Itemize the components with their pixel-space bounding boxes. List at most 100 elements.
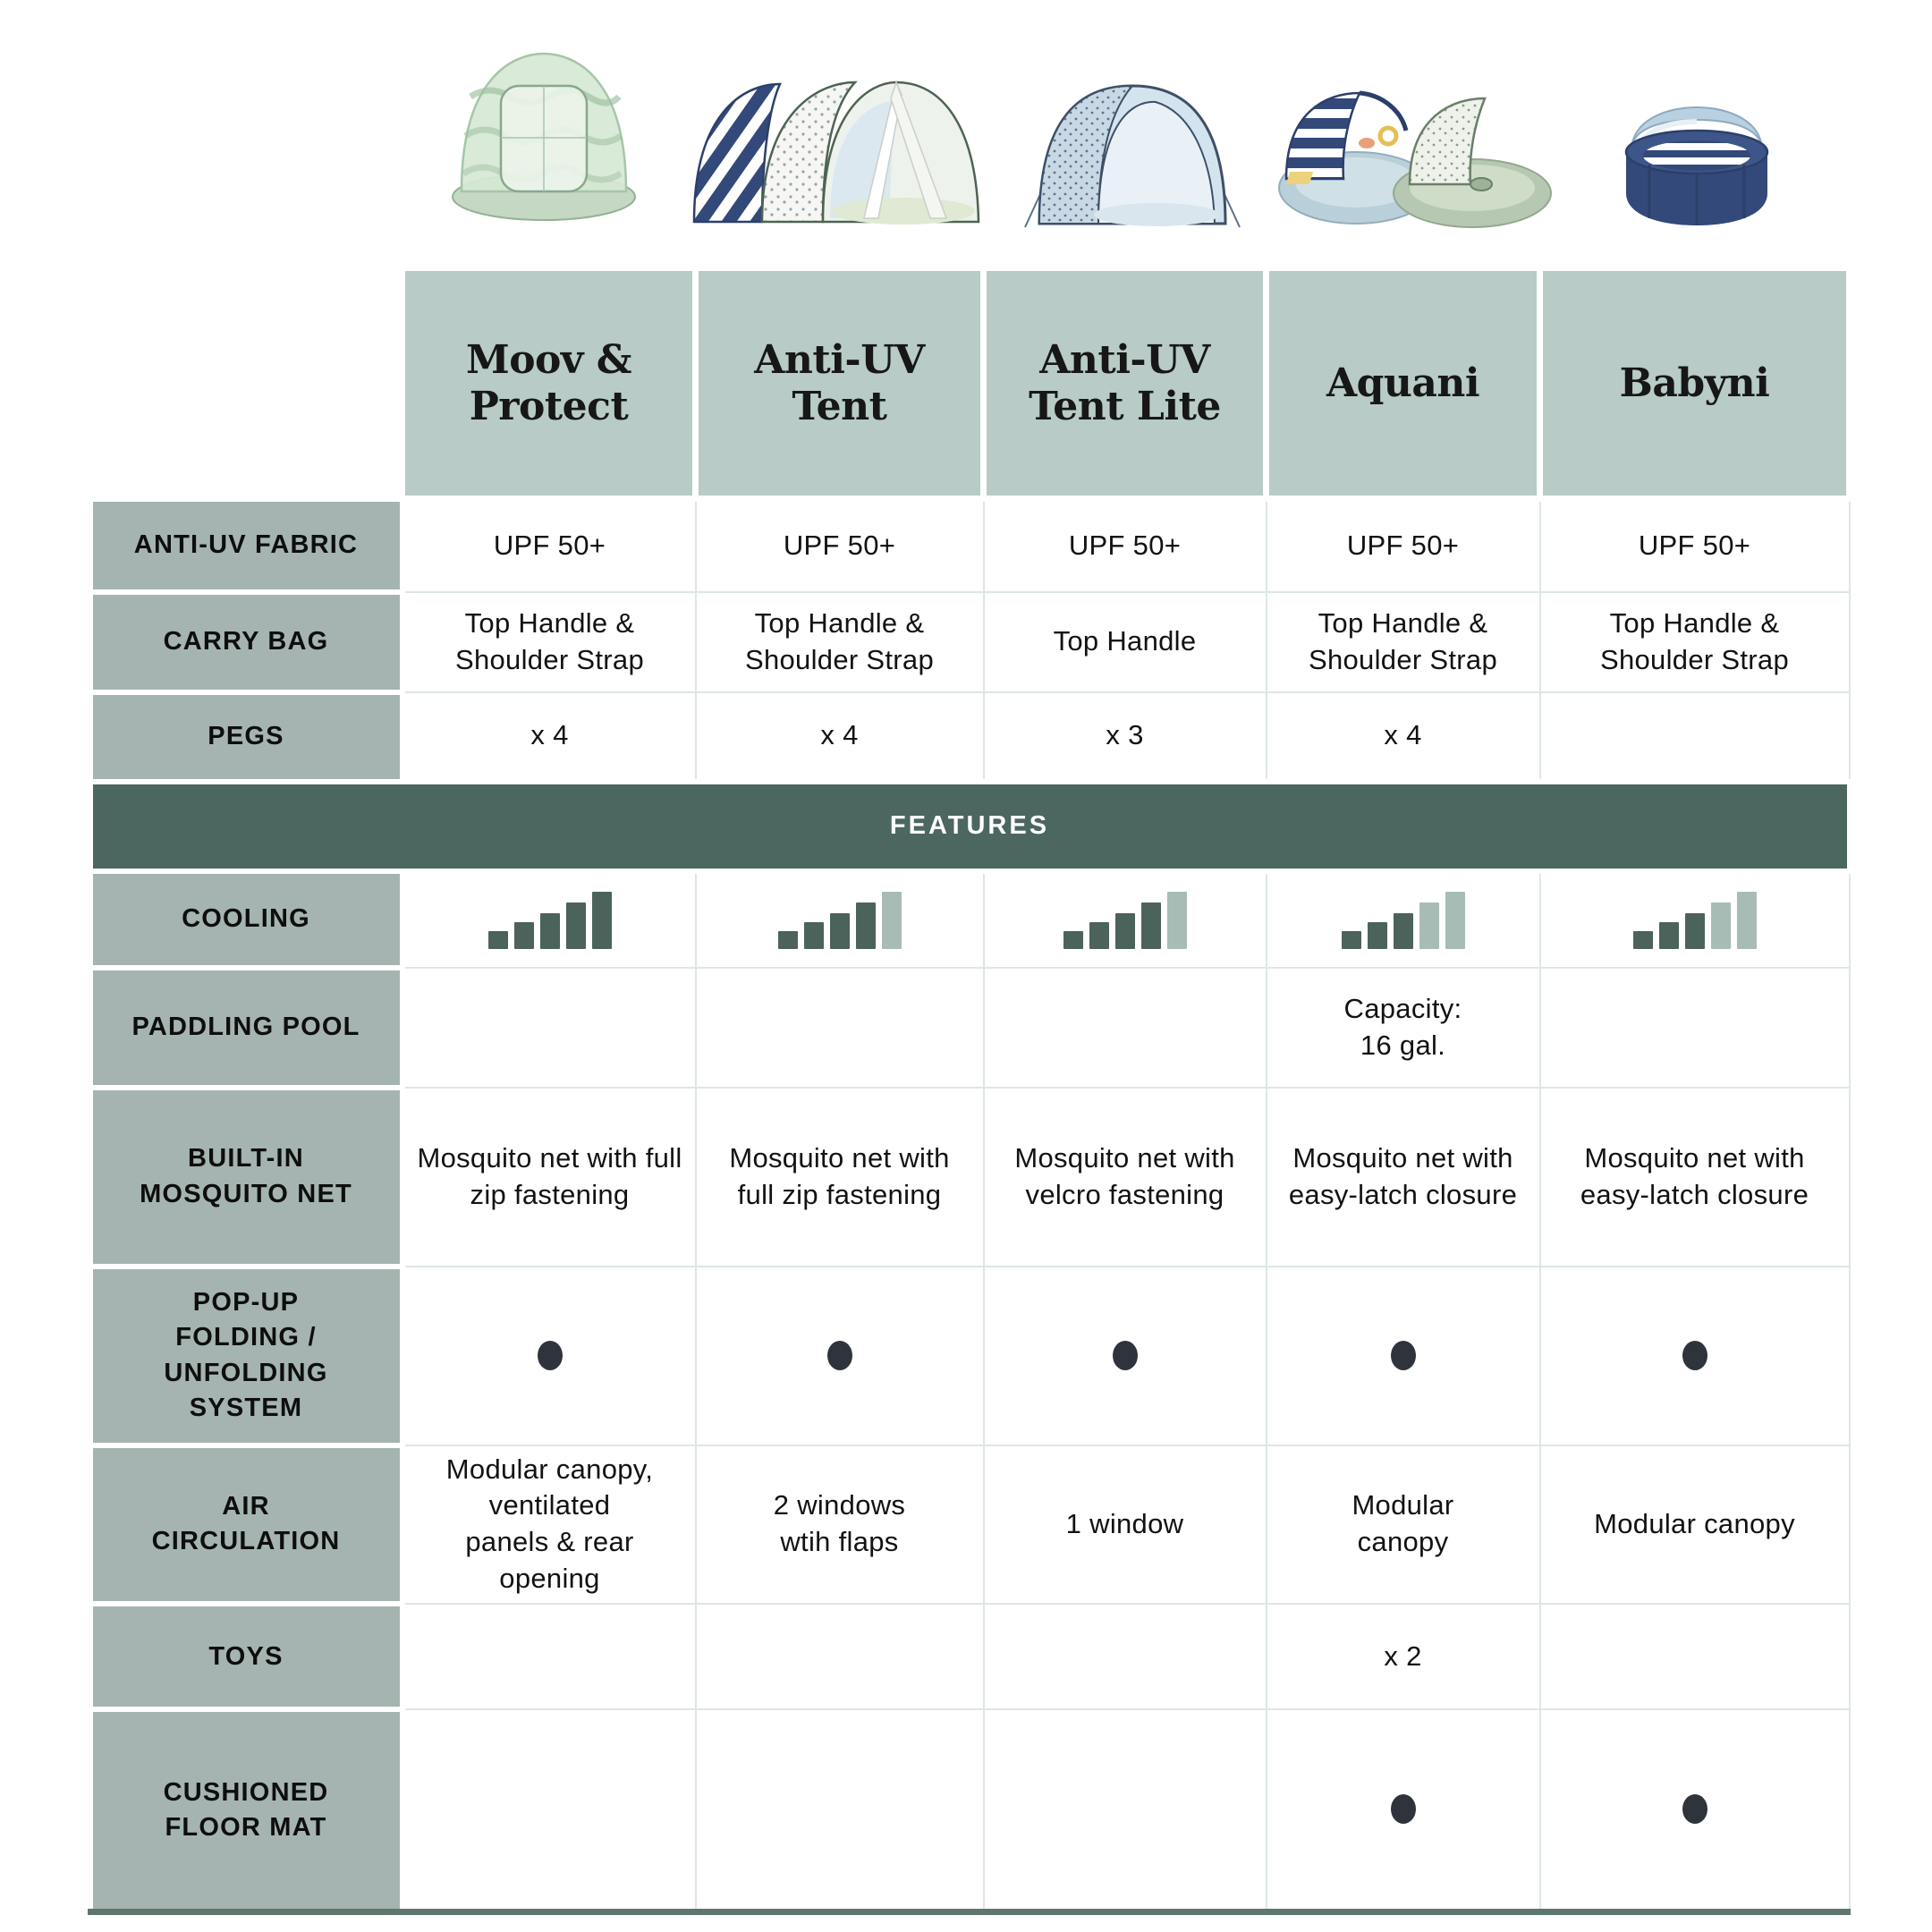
row-popup-system: POP-UP FOLDING / UNFOLDING SYSTEM bbox=[87, 1263, 1851, 1448]
blue-arch-tent-photo bbox=[1024, 84, 1241, 228]
cell-pegs: x 3 bbox=[982, 691, 1267, 783]
cell-air-circulation: Modular canopy bbox=[1538, 1444, 1851, 1606]
comparison-table: Moov & Protect Anti-UV Tent Anti-UV Tent… bbox=[87, 265, 1852, 1915]
feature-dot bbox=[708, 1793, 972, 1826]
tent-with-paddling-pool-photo bbox=[1278, 90, 1552, 228]
row-anti-uv-fabric: ANTI-UV FABRIC UPF 50+ UPF 50+ UPF 50+ U… bbox=[87, 496, 1851, 595]
product-name-babyni: Babyni bbox=[1537, 265, 1852, 502]
cell-toys bbox=[401, 1603, 697, 1711]
corner-cell bbox=[87, 265, 405, 502]
features-section-header: FEATURES bbox=[87, 778, 1852, 874]
product-name-anti-uv-tent-lite: Anti-UV Tent Lite bbox=[980, 265, 1269, 502]
cell-pegs: x 4 bbox=[694, 691, 985, 783]
cell-air-circulation: 1 window bbox=[982, 1444, 1267, 1606]
row-paddling-pool: PADDLING POOL Capacity: 16 gal. bbox=[87, 964, 1851, 1090]
row-label-cooling: COOLING bbox=[87, 868, 405, 970]
cell-cooling bbox=[982, 869, 1267, 969]
cell-mosquito-net: Mosquito net with velcro fastening bbox=[982, 1086, 1267, 1267]
product-photo-aquani bbox=[1274, 79, 1553, 229]
cell-air-circulation: Modular canopy, ventilated panels & rear… bbox=[401, 1444, 697, 1606]
product-name-aquani: Aquani bbox=[1263, 265, 1543, 502]
cell-floor-mat bbox=[401, 1708, 697, 1915]
green-dome-tent-photo bbox=[452, 52, 636, 221]
row-mosquito-net: BUILT-IN MOSQUITO NET Mosquito net with … bbox=[87, 1084, 1851, 1269]
cell-toys: x 2 bbox=[1265, 1603, 1541, 1711]
cell-pegs bbox=[1538, 691, 1851, 783]
cooling-level-icon bbox=[1552, 891, 1838, 949]
navy-round-cot-photo bbox=[1624, 106, 1769, 225]
cell-paddling-pool bbox=[401, 966, 697, 1089]
feature-dot bbox=[1552, 1793, 1838, 1826]
cell-toys bbox=[694, 1603, 985, 1711]
cell-paddling-pool bbox=[1538, 966, 1851, 1089]
cell-air-circulation: Modular canopy bbox=[1265, 1444, 1541, 1606]
cell-carry-bag: Top Handle & Shoulder Strap bbox=[401, 590, 697, 693]
cooling-level-icon bbox=[708, 891, 972, 949]
product-photo-anti-uv-tent-lite bbox=[1020, 73, 1245, 233]
cell-mosquito-net: Mosquito net with easy-latch closure bbox=[1265, 1086, 1541, 1267]
cell-paddling-pool bbox=[694, 966, 985, 1089]
feature-dot bbox=[1278, 1340, 1529, 1372]
row-floor-mat: CUSHIONED FLOOR MAT bbox=[87, 1707, 1851, 1915]
cell-cooling bbox=[694, 869, 985, 969]
cell-popup-system bbox=[1265, 1265, 1541, 1446]
feature-dot bbox=[416, 1340, 684, 1372]
row-pegs: PEGS x 4 x 4 x 3 x 4 bbox=[87, 689, 1851, 784]
row-carry-bag: CARRY BAG Top Handle & Shoulder Strap To… bbox=[87, 589, 1851, 695]
cell-cooling bbox=[1538, 869, 1851, 969]
row-label-toys: TOYS bbox=[87, 1601, 405, 1713]
row-cooling: COOLING bbox=[87, 868, 1851, 970]
cell-anti-uv-fabric: UPF 50+ bbox=[982, 497, 1267, 593]
cell-mosquito-net: Mosquito net with full zip fastening bbox=[401, 1086, 697, 1267]
striped-popup-tent-photo bbox=[692, 80, 980, 225]
features-section-row: FEATURES bbox=[87, 778, 1852, 874]
row-label-carry-bag: CARRY BAG bbox=[87, 589, 405, 695]
cell-popup-system bbox=[401, 1265, 697, 1446]
cell-air-circulation: 2 windows wtih flaps bbox=[694, 1444, 985, 1606]
cell-anti-uv-fabric: UPF 50+ bbox=[1538, 497, 1851, 593]
cell-paddling-pool bbox=[982, 966, 1267, 1089]
cell-cooling bbox=[1265, 869, 1541, 969]
feature-dot bbox=[996, 1340, 1255, 1372]
product-name-row: Moov & Protect Anti-UV Tent Anti-UV Tent… bbox=[87, 265, 1852, 502]
feature-dot bbox=[1552, 1340, 1838, 1372]
row-toys: TOYS x 2 bbox=[87, 1601, 1851, 1713]
row-label-air-circulation: AIR CIRCULATION bbox=[87, 1442, 405, 1607]
cell-paddling-pool: Capacity: 16 gal. bbox=[1265, 966, 1541, 1089]
cell-popup-system bbox=[1538, 1265, 1851, 1446]
product-photo-moov-protect bbox=[444, 39, 644, 227]
cell-floor-mat bbox=[1538, 1708, 1851, 1915]
feature-dot bbox=[996, 1793, 1255, 1826]
cell-cooling bbox=[401, 869, 697, 969]
cell-carry-bag: Top Handle & Shoulder Strap bbox=[1538, 590, 1851, 693]
cell-pegs: x 4 bbox=[1265, 691, 1541, 783]
cell-anti-uv-fabric: UPF 50+ bbox=[401, 497, 697, 593]
product-photo-babyni bbox=[1606, 79, 1787, 229]
row-label-pegs: PEGS bbox=[87, 689, 405, 784]
feature-dot bbox=[416, 1793, 684, 1826]
feature-dot bbox=[1278, 1793, 1529, 1826]
cell-anti-uv-fabric: UPF 50+ bbox=[694, 497, 985, 593]
cooling-level-icon bbox=[416, 891, 684, 949]
row-label-popup-system: POP-UP FOLDING / UNFOLDING SYSTEM bbox=[87, 1263, 405, 1448]
cell-toys bbox=[1538, 1603, 1851, 1711]
row-label-floor-mat: CUSHIONED FLOOR MAT bbox=[87, 1707, 405, 1915]
row-label-mosquito-net: BUILT-IN MOSQUITO NET bbox=[87, 1084, 405, 1269]
row-label-paddling-pool: PADDLING POOL bbox=[87, 964, 405, 1090]
product-name-anti-uv-tent: Anti-UV Tent bbox=[692, 265, 987, 502]
product-photo-anti-uv-tent bbox=[687, 68, 984, 231]
cell-mosquito-net: Mosquito net with full zip fastening bbox=[694, 1086, 985, 1267]
cell-floor-mat bbox=[694, 1708, 985, 1915]
cell-toys bbox=[982, 1603, 1267, 1711]
cell-mosquito-net: Mosquito net with easy-latch closure bbox=[1538, 1086, 1851, 1267]
row-air-circulation: AIR CIRCULATION Modular canopy, ventilat… bbox=[87, 1442, 1851, 1607]
cell-pegs: x 4 bbox=[401, 691, 697, 783]
cell-floor-mat bbox=[982, 1708, 1267, 1915]
feature-dot bbox=[708, 1340, 972, 1372]
cell-carry-bag: Top Handle bbox=[982, 590, 1267, 693]
cell-popup-system bbox=[982, 1265, 1267, 1446]
cell-anti-uv-fabric: UPF 50+ bbox=[1265, 497, 1541, 593]
row-label-anti-uv-fabric: ANTI-UV FABRIC bbox=[87, 496, 405, 595]
cell-carry-bag: Top Handle & Shoulder Strap bbox=[694, 590, 985, 693]
cell-floor-mat bbox=[1265, 1708, 1541, 1915]
